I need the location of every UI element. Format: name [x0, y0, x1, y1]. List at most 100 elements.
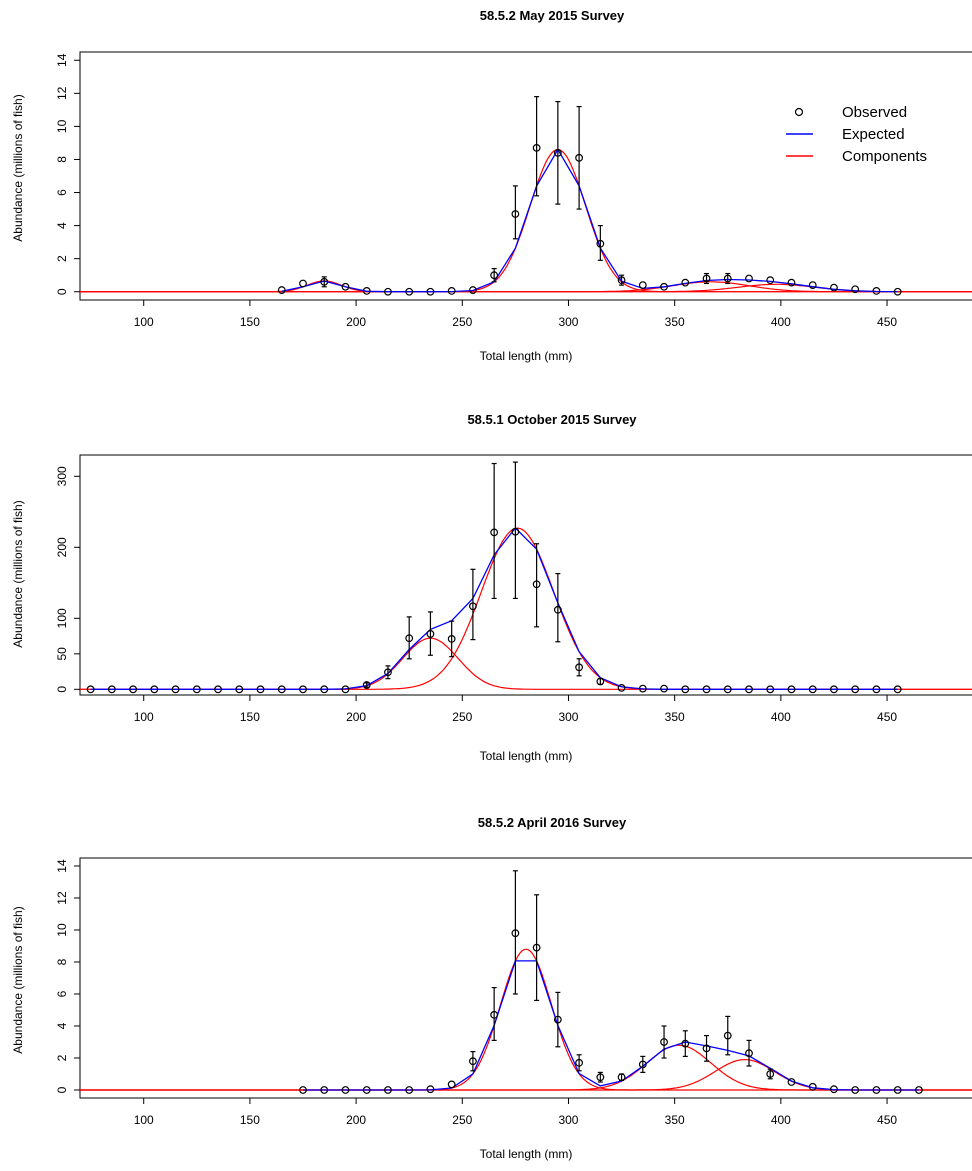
chart-title: 58.5.1 October 2015 Survey	[467, 412, 637, 427]
observed-point	[702, 1044, 711, 1053]
observed-point	[660, 1038, 668, 1046]
observed-points	[299, 870, 923, 1094]
observed-point	[447, 1080, 456, 1089]
y-tick-label: 10	[55, 119, 69, 133]
x-tick-label: 300	[558, 315, 578, 329]
observed-point	[808, 685, 817, 694]
observed-point	[723, 685, 732, 694]
observed-point	[851, 285, 860, 294]
x-axis-label: Total length (mm)	[480, 349, 573, 363]
legend-label: Observed	[842, 104, 907, 121]
observed-point	[745, 1049, 753, 1058]
observed-point	[660, 282, 668, 291]
observed-point	[320, 277, 329, 286]
observed-point	[617, 683, 626, 692]
component-curve-1	[80, 948, 972, 1091]
x-axis-label: Total length (mm)	[480, 749, 573, 763]
x-tick-label: 100	[134, 1113, 154, 1127]
observed-point	[341, 1086, 350, 1094]
component-curve-2	[80, 148, 972, 293]
observed-point	[681, 1039, 690, 1048]
observed-point	[766, 276, 775, 285]
observed-point	[277, 286, 286, 294]
component-curve-1	[80, 637, 972, 690]
x-tick-label: 250	[452, 1113, 472, 1127]
observed-point	[426, 1085, 435, 1094]
observed-point	[575, 153, 583, 162]
curves	[80, 148, 972, 293]
observed-point	[915, 1086, 923, 1094]
observed-point	[532, 143, 541, 152]
x-tick-label: 200	[346, 1113, 366, 1127]
observed-point	[299, 1086, 307, 1094]
x-tick-label: 150	[240, 315, 260, 329]
observed-point	[893, 1086, 902, 1094]
legend-label: Components	[842, 148, 927, 165]
observed-point	[447, 287, 456, 295]
observed-point	[362, 681, 371, 689]
x-tick-label: 450	[877, 315, 897, 329]
observed-point	[553, 148, 562, 157]
x-tick-label: 200	[346, 315, 366, 329]
observed-point	[532, 943, 541, 952]
observed-point	[299, 685, 307, 694]
x-tick-label: 150	[240, 710, 260, 724]
observed-point	[553, 1015, 562, 1024]
observed-point	[150, 685, 159, 694]
observed-point	[575, 1058, 583, 1067]
x-tick-label: 400	[771, 1113, 791, 1127]
x-tick-label: 350	[665, 315, 685, 329]
chart-title: 58.5.2 May 2015 Survey	[480, 8, 625, 23]
y-tick-label: 50	[55, 647, 69, 661]
plot-frame	[79, 51, 972, 301]
x-tick-label: 300	[558, 710, 578, 724]
observed-point	[490, 271, 499, 280]
observed-point	[830, 1085, 838, 1094]
component-curve-3	[80, 1058, 972, 1091]
observed-point	[426, 630, 435, 638]
observed-point	[893, 685, 902, 694]
observed-point	[320, 1086, 329, 1094]
x-tick-label: 400	[771, 315, 791, 329]
observed-point	[362, 1086, 371, 1094]
observed-point	[617, 276, 626, 285]
x-axis-label: Total length (mm)	[480, 1147, 573, 1161]
observed-point	[681, 685, 690, 694]
component-curve-2	[80, 527, 972, 690]
observed-point	[660, 684, 668, 693]
observed-point	[638, 281, 647, 290]
y-tick-label: 2	[55, 255, 69, 262]
observed-points	[277, 96, 902, 296]
observed-point	[192, 685, 201, 694]
observed-point	[384, 287, 392, 296]
x-tick-label: 250	[452, 710, 472, 724]
observed-point	[872, 1086, 881, 1094]
observed-point	[511, 929, 520, 938]
plot-frame	[79, 857, 972, 1099]
component-curve-4	[80, 283, 972, 293]
observed-point	[638, 1060, 647, 1069]
observed-point	[405, 634, 414, 643]
y-axis-label: Abundance (millions of fish)	[11, 94, 25, 241]
y-tick-label: 4	[55, 1022, 69, 1029]
observed-point	[86, 685, 95, 694]
curves	[80, 527, 972, 690]
x-tick-label: 350	[665, 710, 685, 724]
y-tick-label: 2	[55, 1054, 69, 1061]
observed-point	[214, 685, 222, 694]
x-tick-label: 200	[346, 710, 366, 724]
legend: Observed Expected Components	[786, 104, 927, 165]
observed-point	[787, 278, 796, 287]
observed-point	[320, 685, 329, 694]
observed-point	[851, 685, 860, 694]
y-tick-label: 0	[55, 686, 69, 693]
observed-point	[511, 527, 520, 536]
observed-point	[596, 1073, 605, 1082]
x-tick-label: 350	[665, 1113, 685, 1127]
observed-point	[171, 685, 180, 694]
y-tick-label: 12	[55, 891, 69, 905]
observed-point	[830, 685, 838, 694]
x-tick-label: 450	[877, 710, 897, 724]
